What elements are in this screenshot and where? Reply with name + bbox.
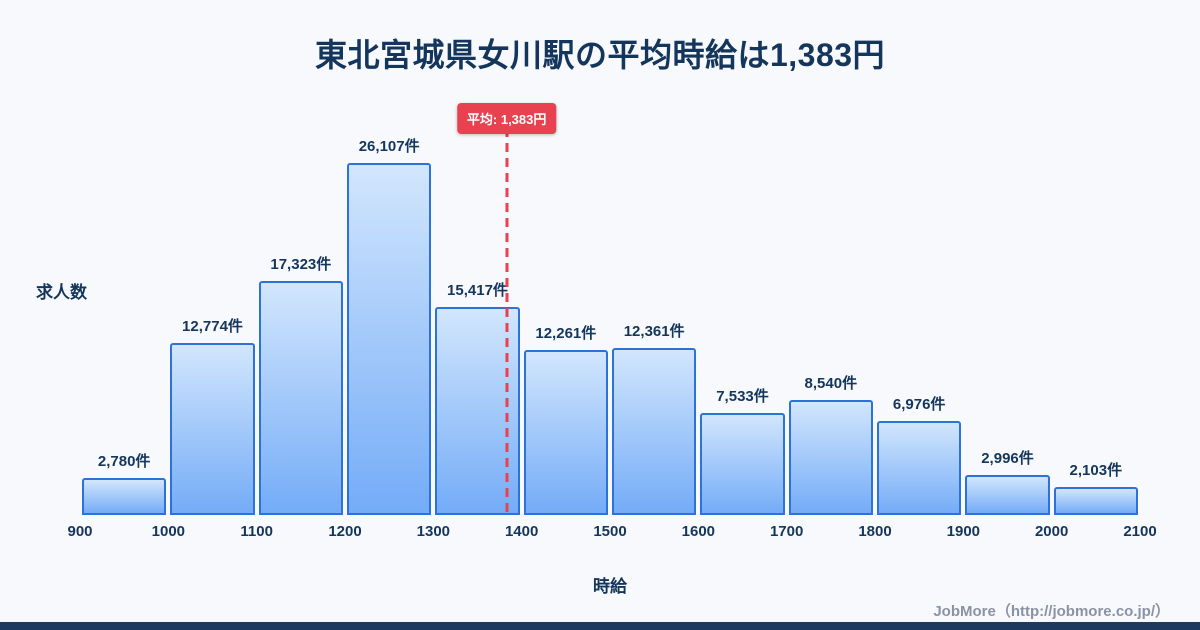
x-tick-label: 1200 xyxy=(328,523,362,540)
bar-value-label: 2,103件 xyxy=(1069,461,1123,479)
bar-value-label: 26,107件 xyxy=(358,138,420,155)
bar-value-label: 2,996件 xyxy=(981,449,1034,467)
x-tick-label: 2000 xyxy=(1034,523,1069,540)
histogram-bar xyxy=(700,413,785,515)
histogram-bar xyxy=(612,348,697,515)
x-tick-label: 1900 xyxy=(946,523,981,540)
histogram-bar-cell: 26,107件 xyxy=(345,100,433,515)
histogram-bar-cell: 12,774件 xyxy=(168,100,256,515)
x-tick-label: 1500 xyxy=(593,523,627,540)
page-title: 東北宮城県女川駅の平均時給は1,383円 xyxy=(314,37,886,73)
x-tick-label: 1800 xyxy=(858,523,892,540)
histogram-bar-cell: 15,417件 xyxy=(433,100,521,515)
histogram-bar-cell: 6,976件 xyxy=(875,100,963,515)
x-tick-label: 1100 xyxy=(240,523,273,540)
bottom-accent-bar xyxy=(0,622,1200,630)
histogram-bar xyxy=(877,420,962,515)
x-tick-label: 1700 xyxy=(769,523,804,540)
x-tick-label: 1000 xyxy=(151,523,186,540)
bar-value-label: 6,976件 xyxy=(892,395,946,413)
bar-value-label: 12,774件 xyxy=(182,317,243,335)
histogram-bar xyxy=(1053,486,1138,515)
histogram-bar xyxy=(965,474,1050,515)
x-axis-ticks: 900 1000 1100 1200 1300 1400 1500 1600 1700 1800 1… xyxy=(67,523,1156,543)
histogram-bar-cell: 7,533件 xyxy=(698,100,786,515)
x-axis-label: 時給 xyxy=(593,577,627,596)
histogram-bar-cell: 2,996件 xyxy=(963,100,1051,515)
histogram-bar xyxy=(788,399,873,515)
bar-value-label: 7,533件 xyxy=(716,388,769,406)
histogram-bar-cell: 12,261件 xyxy=(522,100,610,515)
bar-value-label: 15,417件 xyxy=(447,282,508,300)
histogram-bar-cell: 2,103件 xyxy=(1052,100,1140,515)
bar-value-label: 17,323件 xyxy=(270,256,332,274)
x-tick-label: 1400 xyxy=(504,523,539,540)
histogram-bar-cell: 2,780件 xyxy=(80,100,168,515)
x-tick-label: 1600 xyxy=(681,523,716,540)
x-tick-label: 2100 xyxy=(1123,523,1157,540)
histogram-bar-cell: 17,323件 xyxy=(257,100,345,515)
histogram-bar-cell: 8,540件 xyxy=(787,100,875,515)
bar-value-label: 8,540件 xyxy=(804,374,858,392)
bar-value-label: 12,361件 xyxy=(623,323,685,341)
y-axis-label: 求人数 xyxy=(36,283,87,302)
bar-value-label: 2,780件 xyxy=(97,452,151,470)
bar-value-label: 12,261件 xyxy=(535,324,597,342)
histogram-bar xyxy=(347,163,432,515)
histogram-bar xyxy=(82,477,167,515)
x-tick-label: 900 xyxy=(67,523,93,540)
average-badge: 平均: 1,383円 xyxy=(456,103,557,134)
histogram-bar xyxy=(258,281,343,515)
histogram-bar xyxy=(170,342,255,515)
footer-credit: JobMore（http://jobmore.co.jp/） xyxy=(933,603,1170,620)
histogram-bar xyxy=(523,349,608,515)
histogram-plot: 平均: 1,383円 2,780件 12,774件 17,323件 26,107件 15… xyxy=(80,100,1140,515)
average-dashed-line xyxy=(505,128,509,515)
histogram-bar-cell: 12,361件 xyxy=(610,100,698,515)
x-tick-label: 1300 xyxy=(416,523,451,540)
